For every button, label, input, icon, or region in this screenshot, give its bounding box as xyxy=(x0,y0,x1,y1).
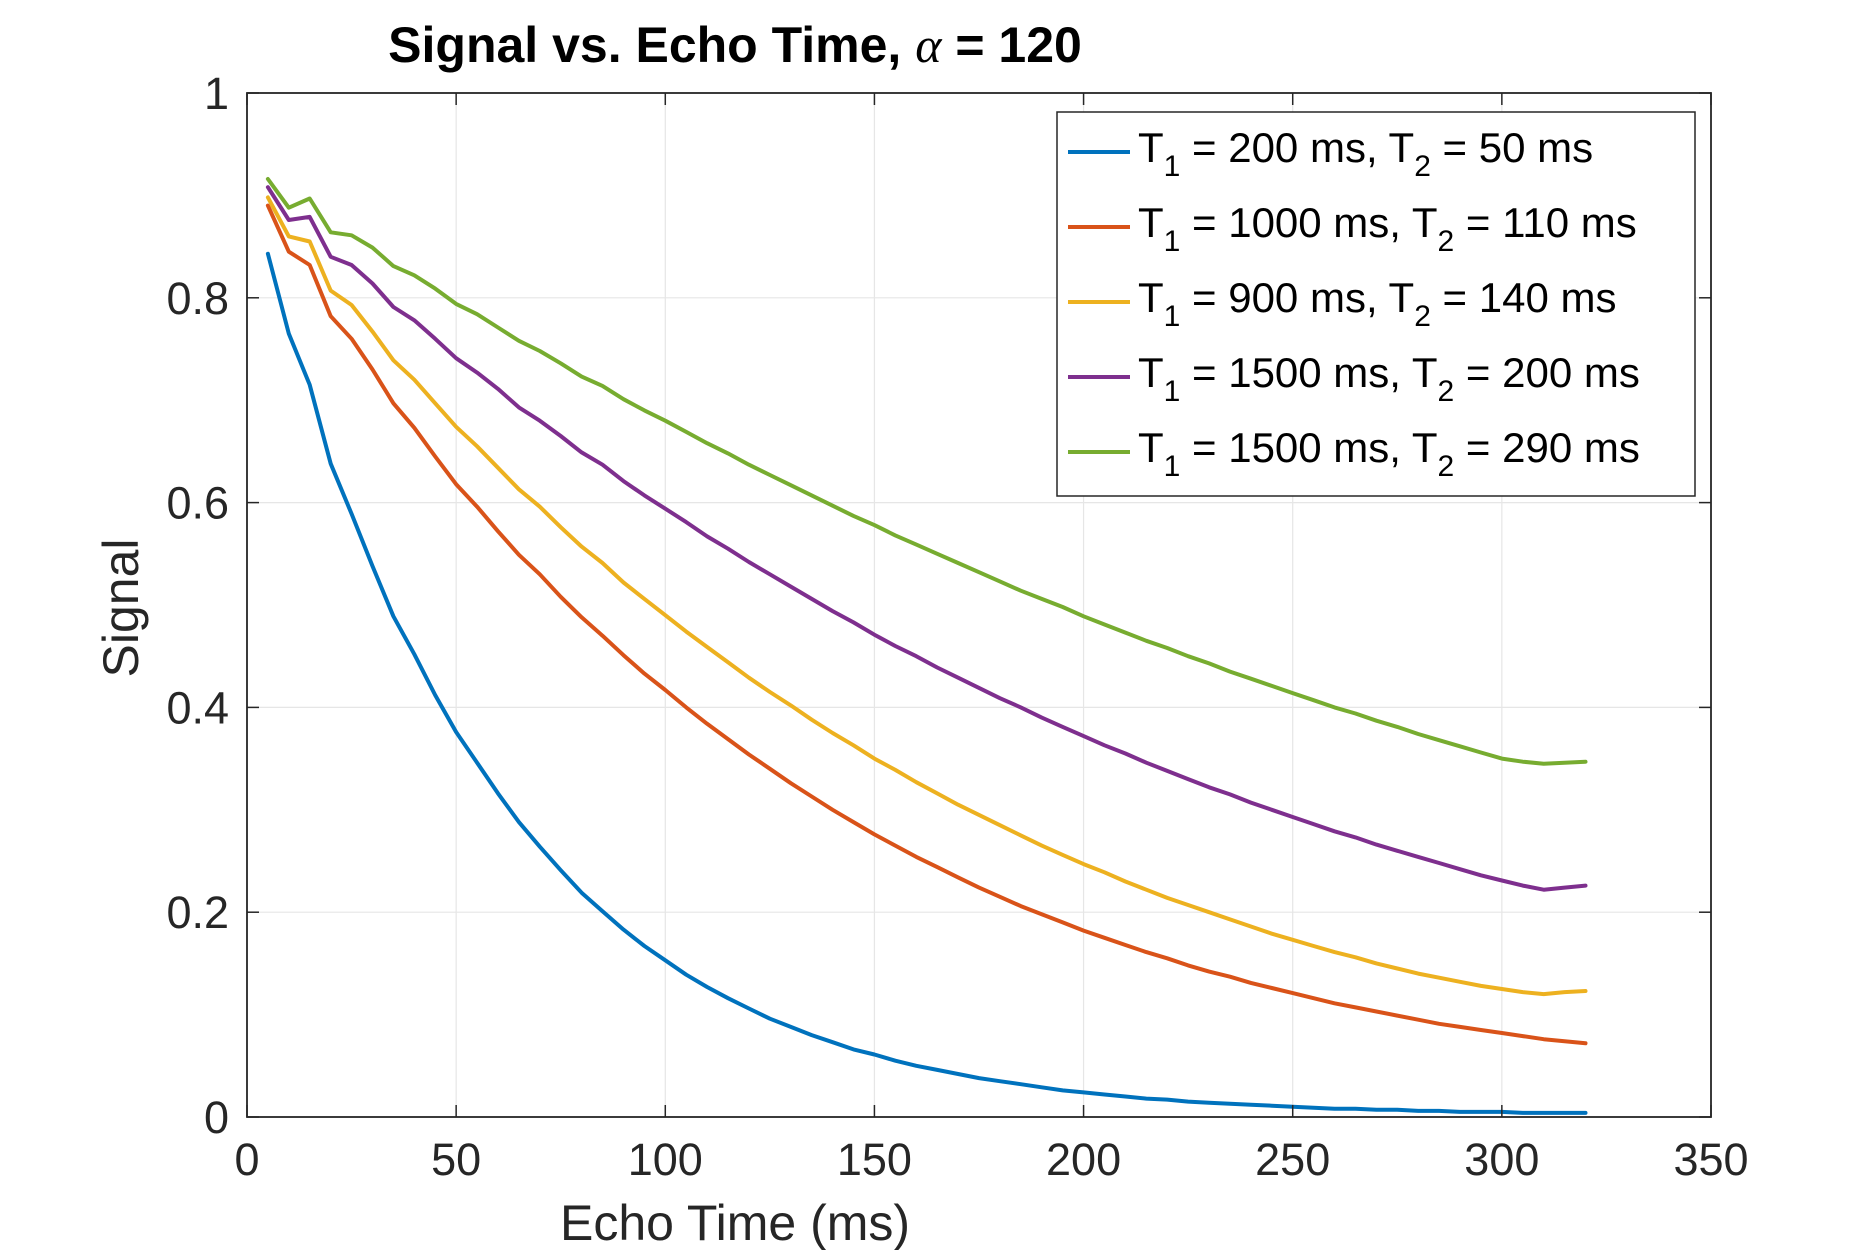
x-tick-label: 0 xyxy=(234,1134,259,1185)
legend-item: T1 = 1500 ms, T2 = 290 ms xyxy=(1068,424,1640,483)
series-layer xyxy=(265,177,1588,1115)
x-tick-label: 300 xyxy=(1464,1134,1539,1185)
y-tick-label: 0.2 xyxy=(166,887,229,938)
legend-subscript: 2 xyxy=(1414,150,1431,183)
axes-layer xyxy=(246,92,1712,1118)
legend-subscript: 2 xyxy=(1438,375,1455,408)
x-tick-label: 150 xyxy=(837,1134,912,1185)
legend-label: T1 = 1500 ms, T2 = 200 ms xyxy=(1138,349,1640,408)
legend-text-part: = 1500 ms, T xyxy=(1180,424,1437,471)
legend-item: T1 = 200 ms, T2 = 50 ms xyxy=(1068,124,1593,183)
chart-title-alpha-symbol: α xyxy=(915,17,943,73)
legend-item: T1 = 1000 ms, T2 = 110 ms xyxy=(1068,199,1637,258)
y-tick-label: 0.4 xyxy=(166,682,229,733)
chart-title-prefix: Signal vs. Echo Time, xyxy=(388,17,915,73)
legend-text-part: = 290 ms xyxy=(1454,424,1640,471)
x-axis-label: Echo Time (ms) xyxy=(560,1195,910,1250)
legend-text-part: = 1500 ms, T xyxy=(1180,349,1437,396)
y-tick-label: 1 xyxy=(204,68,229,119)
series-line-4 xyxy=(265,185,1588,892)
chart-title: Signal vs. Echo Time, α = 120 xyxy=(388,17,1082,73)
legend-subscript: 1 xyxy=(1164,375,1181,408)
legend-text-part: = 50 ms xyxy=(1431,124,1593,171)
legend-label: T1 = 1500 ms, T2 = 290 ms xyxy=(1138,424,1640,483)
legend-text-part: T xyxy=(1138,349,1164,396)
legend-subscript: 1 xyxy=(1164,150,1181,183)
legend-subscript: 2 xyxy=(1438,450,1455,483)
legend-label: T1 = 900 ms, T2 = 140 ms xyxy=(1138,274,1616,333)
legend-text-part: = 200 ms xyxy=(1454,349,1640,396)
x-tick-label: 100 xyxy=(628,1134,703,1185)
x-tick-label: 200 xyxy=(1046,1134,1121,1185)
series-line-2 xyxy=(265,203,1588,1046)
tick-label-layer: 0 50 100 150 200 250 300 350 0 0.2 0.4 0.6 0.8 1 xyxy=(166,68,1748,1185)
legend-subscript: 2 xyxy=(1414,300,1431,333)
x-tick-label: 250 xyxy=(1255,1134,1330,1185)
legend-subscript: 1 xyxy=(1164,225,1181,258)
axes-box xyxy=(246,92,1712,1118)
y-tick-label: 0.6 xyxy=(166,478,229,529)
x-tick-label: 350 xyxy=(1673,1134,1748,1185)
legend-label: T1 = 1000 ms, T2 = 110 ms xyxy=(1138,199,1637,258)
series-line-1 xyxy=(265,251,1588,1115)
legend-text-part: = 110 ms xyxy=(1454,199,1636,246)
x-tick-label: 50 xyxy=(431,1134,481,1185)
legend-item: T1 = 1500 ms, T2 = 200 ms xyxy=(1068,349,1640,408)
legend-subscript: 2 xyxy=(1438,225,1455,258)
legend-text-part: = 900 ms, T xyxy=(1180,274,1414,321)
legend-text-part: T xyxy=(1138,124,1164,171)
y-axis-label: Signal xyxy=(93,539,149,678)
chart-title-suffix: = 120 xyxy=(941,17,1081,73)
legend-box xyxy=(1056,111,1696,497)
legend-text-part: = 200 ms, T xyxy=(1180,124,1414,171)
y-tick-label: 0 xyxy=(204,1092,229,1143)
legend-subscript: 1 xyxy=(1164,450,1181,483)
legend-text-part: = 1000 ms, T xyxy=(1180,199,1437,246)
legend-item: T1 = 900 ms, T2 = 140 ms xyxy=(1068,274,1616,333)
legend-text-part: = 140 ms xyxy=(1431,274,1617,321)
legend-subscript: 1 xyxy=(1164,300,1181,333)
legend-label: T1 = 200 ms, T2 = 50 ms xyxy=(1138,124,1593,183)
legend-text-part: T xyxy=(1138,424,1164,471)
series-line-5 xyxy=(265,177,1588,766)
legend-text-part: T xyxy=(1138,274,1164,321)
legend-text-part: T xyxy=(1138,199,1164,246)
y-tick-label: 0.8 xyxy=(166,273,229,324)
series-line-3 xyxy=(265,195,1588,997)
